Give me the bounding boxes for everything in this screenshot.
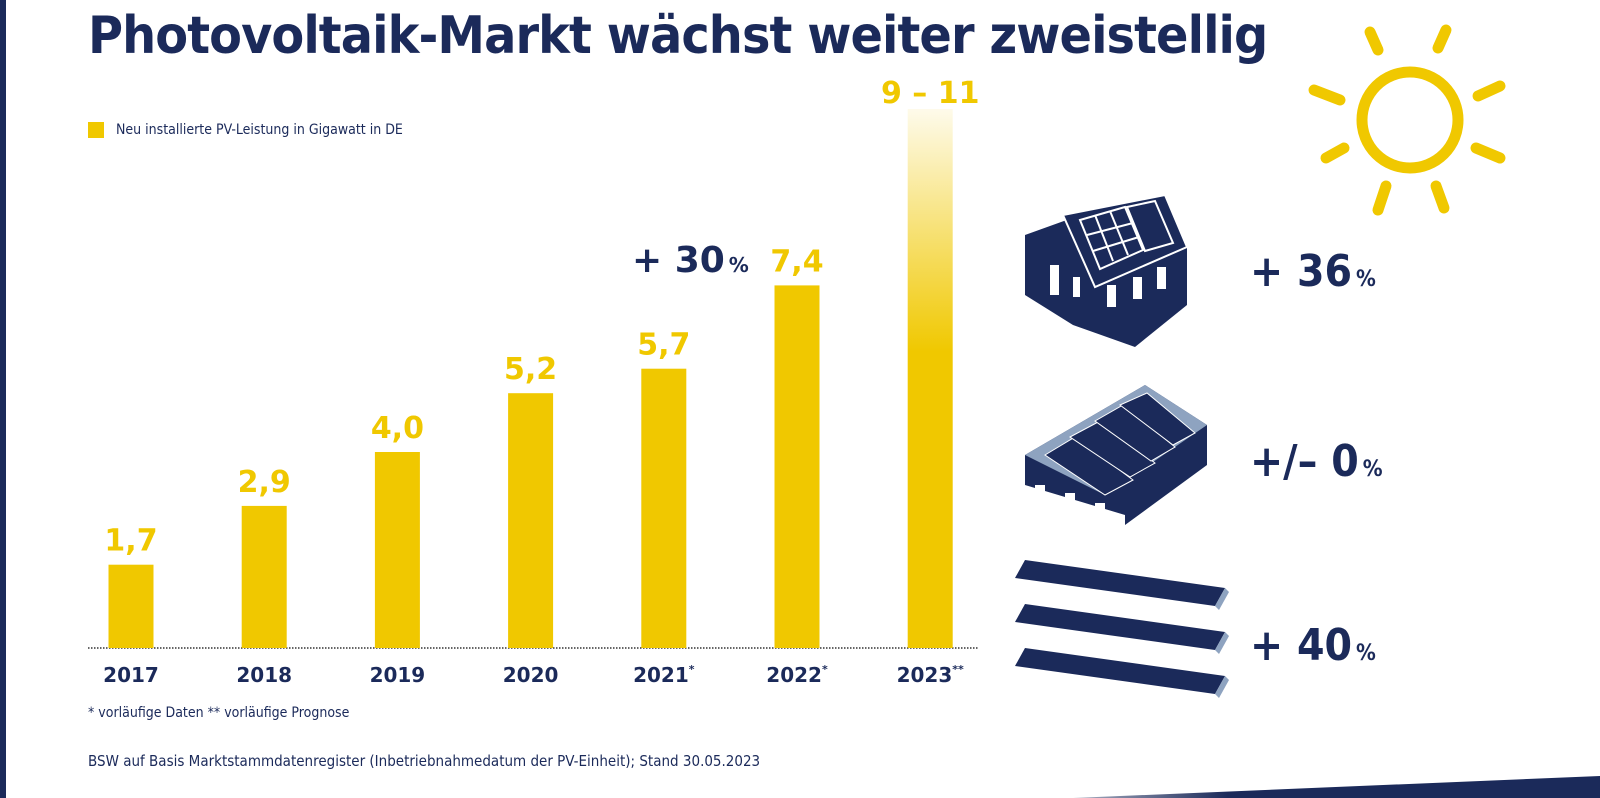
tick-label-2019: 2019 bbox=[370, 663, 426, 687]
bar-chart: 1,7 2017 2,9 2018 4,0 2019 5,2 2020 5,7 2021* 7,4 2… bbox=[88, 76, 980, 687]
ground-mounted-solar-icon bbox=[1015, 560, 1229, 698]
segment-value-commercial: +/– 0% bbox=[1250, 436, 1383, 487]
tick-label-2020: 2020 bbox=[503, 663, 559, 687]
source-note: BSW auf Basis Marktstammdatenregister (I… bbox=[88, 752, 761, 770]
value-label-2021: 5,7 bbox=[637, 328, 690, 363]
tick-label-2018: 2018 bbox=[236, 663, 292, 687]
segment-value-house: + 36% bbox=[1250, 246, 1376, 297]
bar-2022 bbox=[774, 285, 820, 648]
value-label-2018: 2,9 bbox=[238, 465, 291, 500]
tick-label-2023: 2023** bbox=[897, 663, 964, 687]
house-solar-roof-icon bbox=[1025, 195, 1189, 347]
bar-2021 bbox=[641, 368, 687, 648]
bar-2023 bbox=[907, 109, 953, 648]
value-label-2022: 7,4 bbox=[770, 244, 823, 279]
bar-2020 bbox=[508, 393, 554, 648]
corner-decoration bbox=[1073, 776, 1600, 798]
bar-2019 bbox=[374, 452, 420, 648]
sun-icon bbox=[1308, 24, 1506, 216]
value-label-2023: 9 – 11 bbox=[881, 76, 980, 111]
value-label-2020: 5,2 bbox=[504, 352, 557, 387]
bar-2018 bbox=[241, 505, 287, 648]
legend-label: Neu installierte PV-Leistung in Gigawatt… bbox=[116, 122, 403, 138]
value-label-2019: 4,0 bbox=[371, 411, 424, 446]
segment-value-ground: + 40% bbox=[1250, 620, 1376, 671]
commercial-roof-solar-icon bbox=[1025, 385, 1207, 525]
page-title: Photovoltaik-Markt wächst weiter zweiste… bbox=[88, 6, 1268, 66]
bar-2017 bbox=[108, 564, 154, 648]
tick-label-2021: 2021* bbox=[633, 663, 695, 687]
growth-annotation: + 30% bbox=[632, 240, 749, 281]
tick-label-2022: 2022* bbox=[766, 663, 828, 687]
left-border bbox=[0, 0, 6, 798]
footnote: * vorläufige Daten ** vorläufige Prognos… bbox=[88, 705, 350, 721]
legend-swatch bbox=[88, 122, 104, 138]
tick-label-2017: 2017 bbox=[103, 663, 159, 687]
legend: Neu installierte PV-Leistung in Gigawatt… bbox=[88, 122, 403, 138]
value-label-2017: 1,7 bbox=[104, 524, 157, 559]
